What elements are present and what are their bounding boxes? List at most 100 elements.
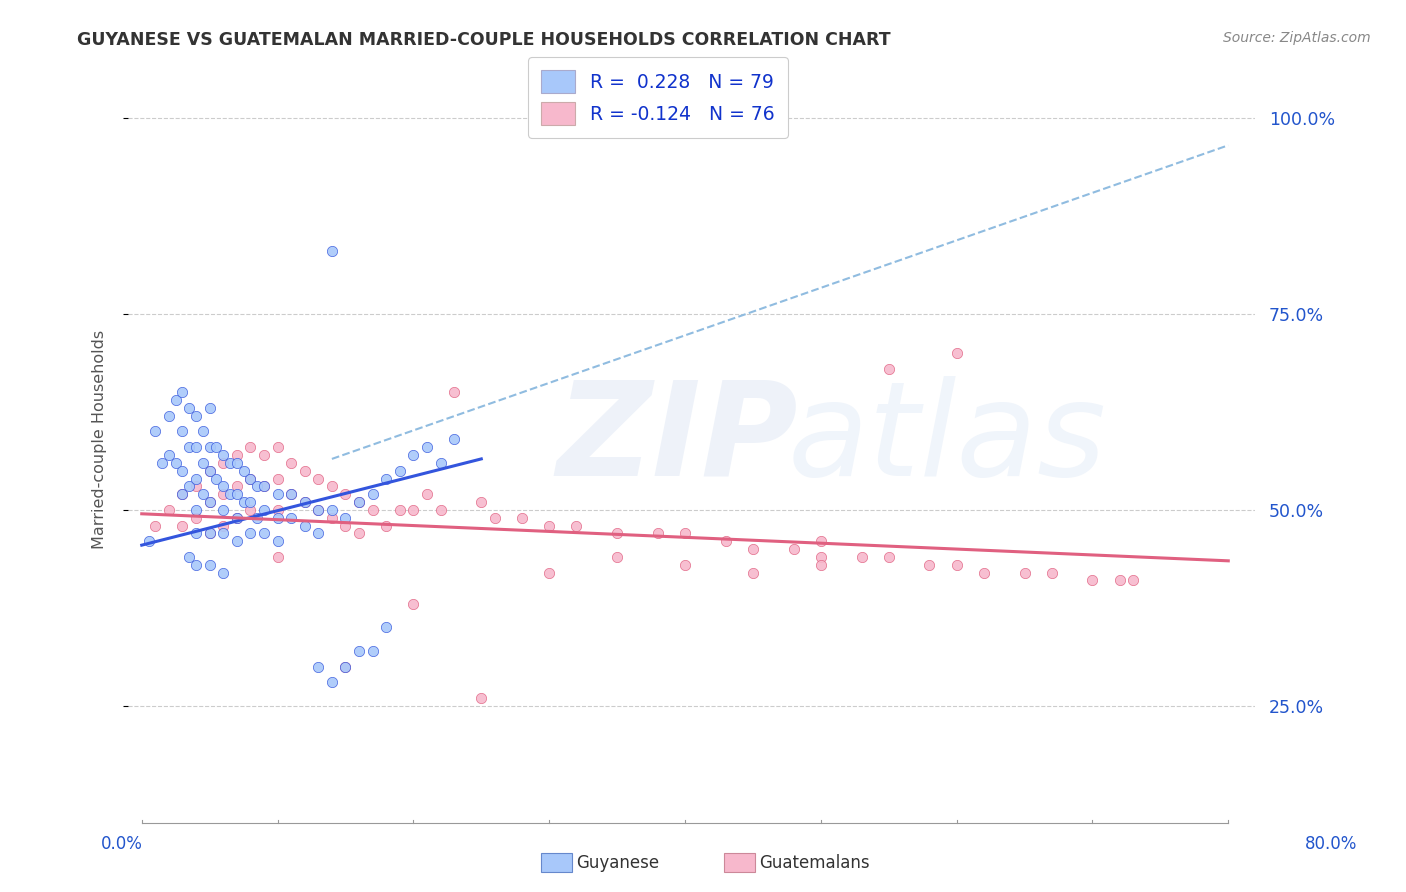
Point (470, 691, 492, 706)
Point (225, 510, 247, 524)
Point (1040, 566, 1063, 580)
Point (150, 456, 173, 470)
Point (335, 659, 357, 673)
Point (232, 495, 254, 509)
Point (184, 440, 207, 454)
Point (198, 526, 221, 541)
Point (307, 503, 329, 517)
Point (191, 425, 214, 439)
Point (172, 425, 194, 439)
Point (388, 464, 411, 478)
Point (851, 549, 873, 564)
Point (225, 534, 247, 549)
Point (157, 448, 180, 462)
Point (294, 495, 316, 509)
Point (184, 558, 207, 572)
Point (375, 518, 398, 533)
Point (266, 487, 288, 501)
Point (225, 479, 247, 493)
Point (361, 487, 384, 501)
Point (253, 479, 276, 493)
Point (266, 510, 288, 524)
Point (165, 456, 187, 470)
Point (429, 503, 451, 517)
Point (266, 534, 288, 549)
Point (179, 549, 201, 564)
Point (945, 346, 967, 360)
Point (429, 456, 451, 470)
Point (742, 566, 765, 580)
Point (538, 518, 561, 533)
Point (191, 456, 214, 470)
Point (212, 518, 235, 533)
Point (184, 526, 207, 541)
Point (877, 361, 900, 376)
Point (157, 409, 180, 423)
Text: Source: ZipAtlas.com: Source: ZipAtlas.com (1223, 31, 1371, 45)
Point (198, 464, 221, 478)
Point (266, 440, 288, 454)
Point (184, 503, 207, 517)
Point (606, 526, 628, 541)
Point (266, 503, 288, 517)
Point (184, 409, 207, 423)
Point (321, 244, 343, 259)
Point (335, 487, 357, 501)
Point (184, 479, 207, 493)
Point (184, 510, 207, 524)
Point (225, 456, 247, 470)
Point (307, 659, 329, 673)
Point (205, 471, 228, 485)
Point (810, 534, 832, 549)
Point (1108, 574, 1130, 588)
Point (198, 401, 221, 415)
Point (219, 487, 242, 501)
Point (143, 518, 166, 533)
Point (294, 464, 316, 478)
Point (232, 464, 254, 478)
Text: Guatemalans: Guatemalans (759, 854, 870, 871)
Point (205, 440, 228, 454)
Point (172, 385, 194, 400)
Point (172, 518, 194, 533)
Point (782, 542, 804, 557)
Point (307, 503, 329, 517)
Point (606, 549, 628, 564)
Point (321, 479, 343, 493)
Point (239, 440, 262, 454)
Point (347, 495, 370, 509)
Point (225, 448, 247, 462)
Point (239, 471, 262, 485)
Point (212, 448, 235, 462)
Point (280, 456, 302, 470)
Point (280, 487, 302, 501)
Point (361, 503, 384, 517)
Point (179, 401, 201, 415)
Point (1014, 566, 1036, 580)
Point (307, 471, 329, 485)
Point (484, 510, 506, 524)
Point (1081, 574, 1104, 588)
Text: ZIP: ZIP (557, 376, 799, 503)
Point (179, 440, 201, 454)
Point (565, 518, 588, 533)
Point (402, 503, 425, 517)
Point (198, 464, 221, 478)
Point (918, 558, 941, 572)
Point (172, 487, 194, 501)
Point (335, 659, 357, 673)
Point (973, 566, 995, 580)
Point (198, 440, 221, 454)
Point (225, 510, 247, 524)
Point (361, 644, 384, 658)
Point (647, 526, 669, 541)
Point (443, 385, 465, 400)
Text: atlas: atlas (787, 376, 1107, 503)
Point (165, 393, 187, 408)
Point (212, 487, 235, 501)
Point (402, 597, 425, 611)
Text: 0.0%: 0.0% (101, 835, 143, 853)
Point (212, 479, 235, 493)
Point (1122, 574, 1144, 588)
Point (347, 644, 370, 658)
